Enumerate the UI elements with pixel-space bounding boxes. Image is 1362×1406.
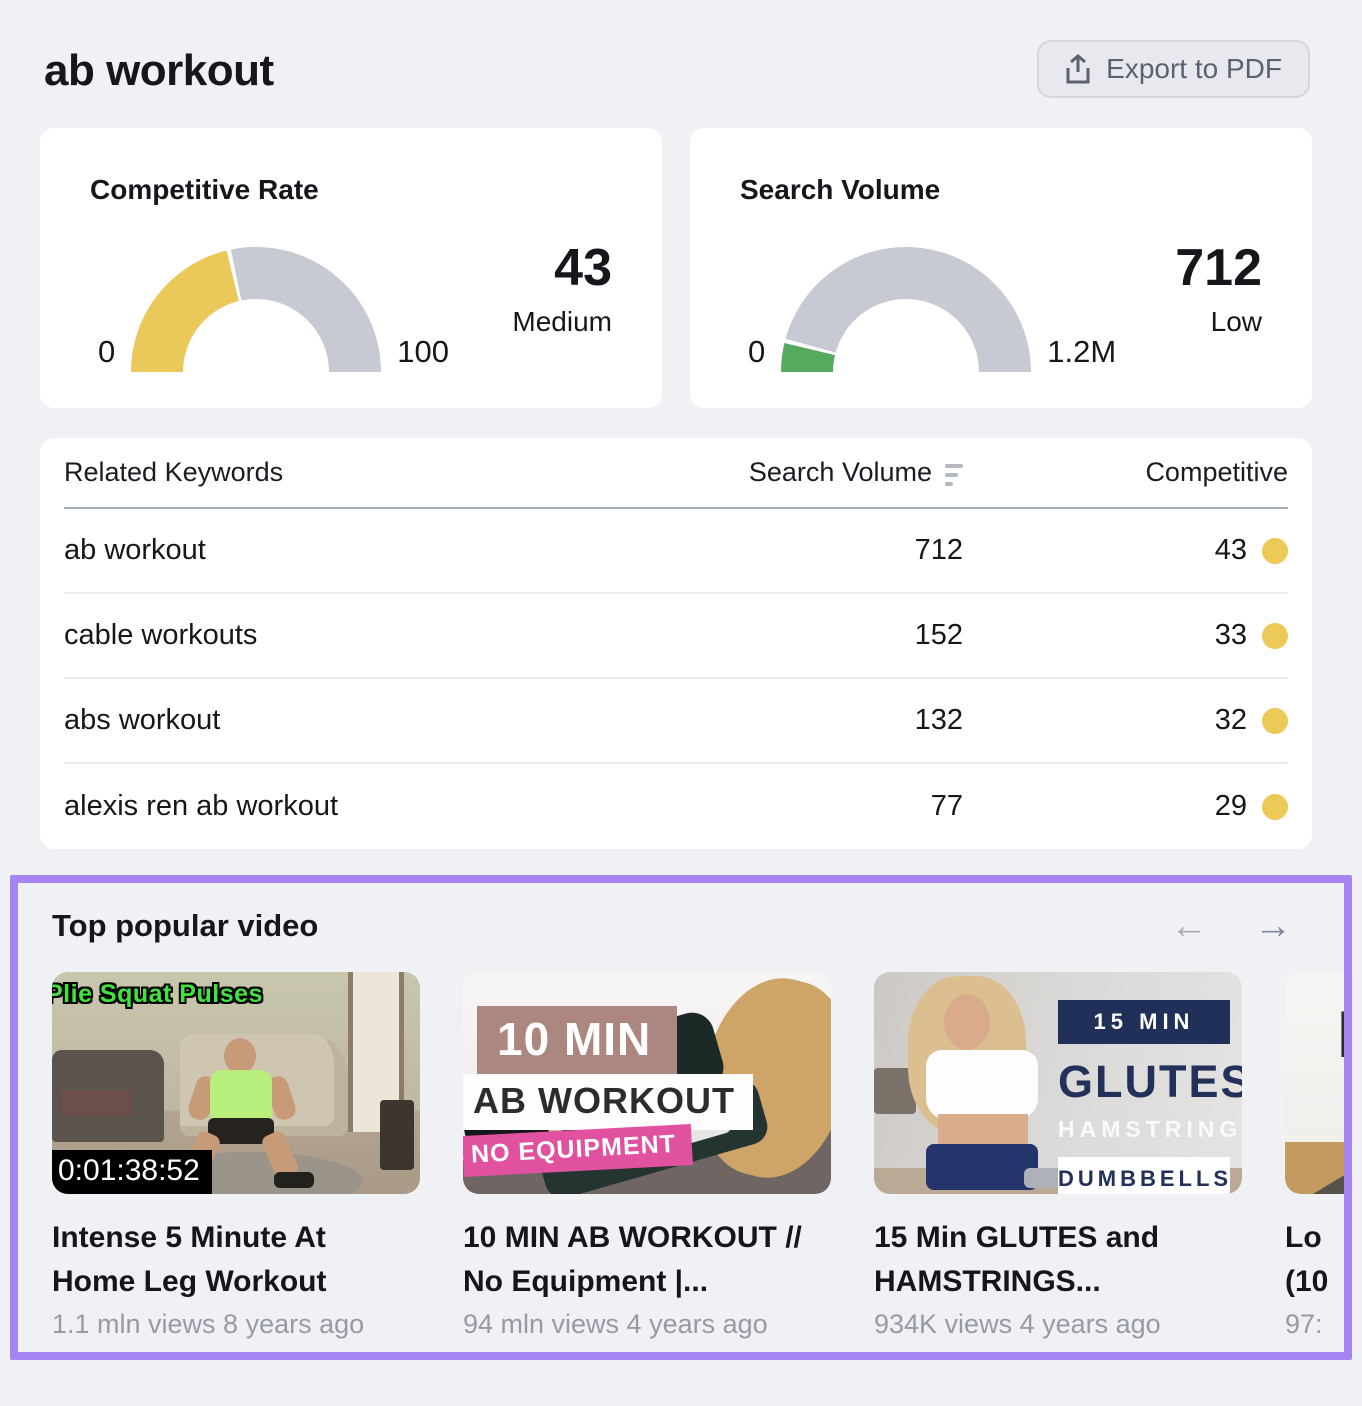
- gauge-value-block: 43 Medium: [512, 240, 612, 338]
- thumbnail-badge: 15 MIN: [1058, 1000, 1230, 1044]
- keyword-cell: cable workouts: [64, 619, 258, 651]
- sort-desc-icon[interactable]: [945, 460, 963, 486]
- video-thumbnail[interactable]: 10 MIN AB WORKOUT NO EQUIPMENT: [463, 972, 831, 1194]
- competitive-dot: [1262, 537, 1288, 564]
- search-volume-card: Search Volume 0 1.2M 712 Low: [690, 128, 1312, 408]
- table-row[interactable]: ab workout 712 43: [64, 509, 1288, 594]
- keyword-cell: alexis ren ab workout: [64, 790, 339, 822]
- competitive-rate-value: 43: [554, 239, 612, 297]
- gauge-min-label: 0: [748, 334, 766, 369]
- gauge-max-label: 1.2M: [1047, 334, 1117, 369]
- competitive-rate-title: Competitive Rate: [90, 174, 319, 205]
- search-volume-value: 712: [1175, 239, 1262, 297]
- competitive-dot: [1262, 622, 1288, 649]
- thumbnail-badge: 10 MIN: [477, 1006, 678, 1076]
- gauge-min-label: 0: [98, 334, 116, 369]
- volume-cell: 77: [930, 790, 963, 822]
- table-row[interactable]: cable workouts 152 33: [64, 594, 1288, 679]
- table-row[interactable]: abs workout 132 32: [64, 679, 1288, 764]
- table-row[interactable]: alexis ren ab workout 77 29: [64, 764, 1288, 849]
- next-arrow-icon[interactable]: →: [1254, 905, 1292, 947]
- prev-arrow-icon[interactable]: ←: [1170, 905, 1208, 947]
- gauge-arc: [781, 247, 1032, 372]
- top-popular-video-section: Top popular video ← → Plie Squat Pulses: [10, 875, 1352, 1360]
- export-button-label: Export to PDF: [1106, 53, 1282, 84]
- video-thumbnail[interactable]: Plie Squat Pulses 0:01:38:52: [52, 972, 420, 1194]
- thumbnail-timestamp: 0:01:38:52: [52, 1150, 212, 1194]
- video-stats: 97:: [1285, 1309, 1323, 1339]
- video-section-title: Top popular video: [52, 908, 319, 943]
- gauge-cards-row: Competitive Rate 0 100 43 Medium Search …: [40, 128, 1312, 408]
- video-card[interactable]: 10 MIN AB WORKOUT NO EQUIPMENT 10 MIN AB…: [463, 972, 831, 1340]
- thumbnail-overlay-label: Plie Squat Pulses: [52, 980, 263, 1008]
- video-carousel: Plie Squat Pulses 0:01:38:52 Intense 5 M…: [52, 972, 1344, 1340]
- related-keywords-table: Related Keywords Search Volume Competiti…: [40, 438, 1312, 849]
- volume-cell: 712: [914, 534, 963, 566]
- competitive-cell: 33: [963, 619, 1288, 652]
- header-search-volume[interactable]: Search Volume: [713, 457, 963, 488]
- header-related-keywords: Related Keywords: [64, 457, 284, 487]
- thumbnail-text: L: [1337, 996, 1344, 1072]
- header-competitive: Competitive: [1145, 457, 1288, 487]
- volume-cell: 152: [914, 619, 963, 651]
- video-thumbnail[interactable]: L: [1285, 972, 1344, 1194]
- video-card[interactable]: 15 MIN GLUTES HAMSTRINGS DUMBBELLS 15 Mi…: [874, 972, 1242, 1340]
- export-to-pdf-button[interactable]: Export to PDF: [1037, 40, 1310, 98]
- search-volume-gauge: 0 1.2M: [732, 247, 1132, 372]
- video-thumbnail[interactable]: 15 MIN GLUTES HAMSTRINGS DUMBBELLS: [874, 972, 1242, 1194]
- video-title[interactable]: Intense 5 Minute At Home Leg Workout: [52, 1221, 327, 1298]
- gauge-arc: [131, 247, 382, 372]
- competitive-rate-level: Medium: [512, 306, 612, 337]
- keyword-cell: abs workout: [64, 704, 221, 736]
- carousel-arrows: ← →: [1170, 907, 1292, 945]
- video-card[interactable]: L Lo (10 97:: [1285, 972, 1344, 1340]
- video-card[interactable]: Plie Squat Pulses 0:01:38:52 Intense 5 M…: [52, 972, 420, 1340]
- export-icon: [1065, 54, 1091, 84]
- thumbnail-badge: DUMBBELLS: [1058, 1157, 1230, 1194]
- table-header-row: Related Keywords Search Volume Competiti…: [64, 438, 1288, 509]
- keyword-cell: ab workout: [64, 534, 206, 566]
- competitive-rate-card: Competitive Rate 0 100 43 Medium: [40, 128, 662, 408]
- competitive-dot: [1262, 707, 1288, 734]
- gauge-value-block: 712 Low: [1175, 240, 1262, 338]
- search-volume-level: Low: [1210, 306, 1262, 337]
- video-stats: 1.1 mln views 8 years ago: [52, 1309, 365, 1339]
- video-stats: 94 mln views 4 years ago: [463, 1309, 768, 1339]
- thumbnail-badge: AB WORKOUT: [463, 1074, 753, 1130]
- video-title[interactable]: 10 MIN AB WORKOUT // No Equipment |...: [463, 1221, 802, 1298]
- video-section-header: Top popular video ← →: [52, 907, 1344, 945]
- competitive-dot: [1262, 793, 1288, 820]
- thumbnail-badge: GLUTES: [1058, 1056, 1242, 1107]
- video-title[interactable]: Lo (10: [1285, 1221, 1329, 1298]
- video-stats: 934K views 4 years ago: [874, 1309, 1161, 1339]
- gauge-max-label: 100: [397, 334, 449, 369]
- search-volume-title: Search Volume: [740, 174, 941, 205]
- competitive-cell: 32: [963, 704, 1288, 737]
- page-title: ab workout: [44, 46, 274, 95]
- volume-cell: 132: [914, 704, 963, 736]
- video-title[interactable]: 15 Min GLUTES and HAMSTRINGS...: [874, 1221, 1160, 1298]
- competitive-rate-gauge: 0 100: [82, 247, 465, 372]
- thumbnail-badge: HAMSTRINGS: [1058, 1116, 1242, 1142]
- competitive-cell: 29: [963, 790, 1288, 823]
- competitive-cell: 43: [963, 534, 1288, 567]
